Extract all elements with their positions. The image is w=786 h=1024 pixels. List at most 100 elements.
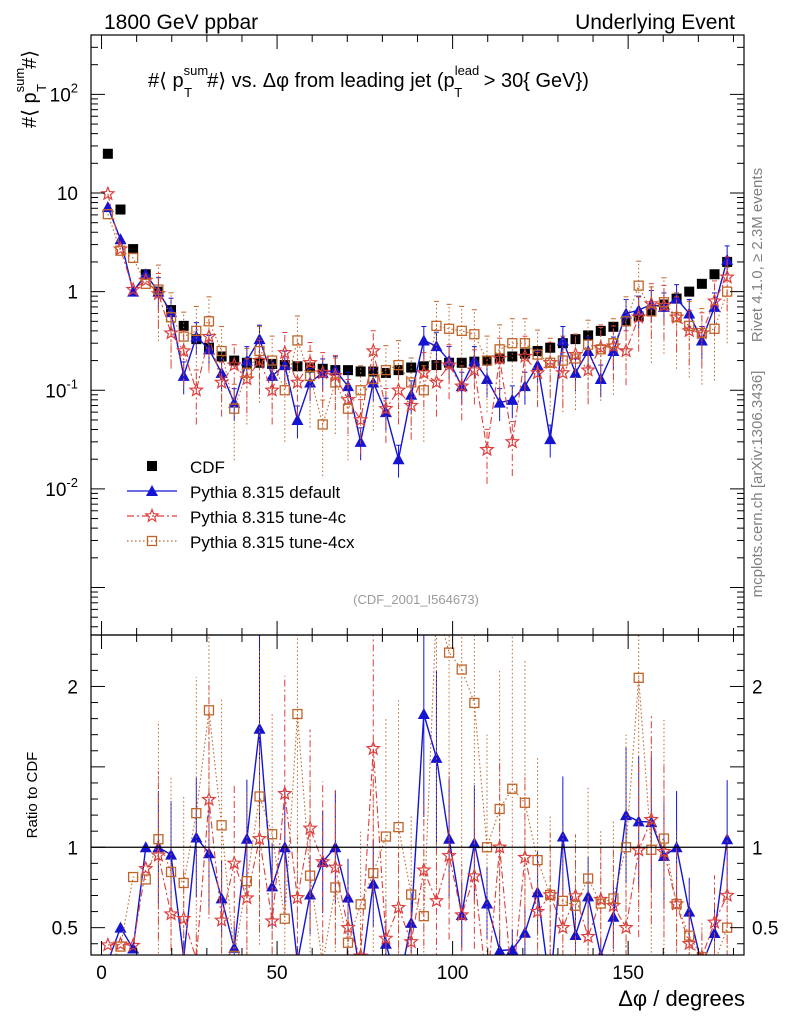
data-point (491, 350, 508, 366)
data-point (658, 297, 670, 308)
data-point (314, 364, 331, 380)
data-point (317, 419, 328, 430)
ratio-tick-label-right: 1 (752, 838, 763, 859)
ratio-point (595, 898, 606, 909)
ratio-point (456, 664, 467, 675)
data-point (253, 333, 266, 345)
data-point (570, 353, 581, 364)
ratio-y-axis-label: Ratio to CDF (24, 752, 41, 839)
x-tick-label: 150 (612, 963, 644, 984)
data-point (216, 351, 227, 362)
ratio-point (605, 897, 622, 913)
data-point (406, 362, 417, 373)
data-point (292, 335, 303, 346)
data-point (342, 365, 353, 376)
data-point (430, 340, 443, 352)
ratio-point (608, 893, 619, 904)
ratio-plot-frame (90, 634, 745, 956)
ratio-point (545, 889, 556, 901)
legend-item: Pythia 8.315 tune-4c (127, 507, 346, 527)
ratio-point (216, 820, 227, 831)
ratio-point (657, 849, 670, 861)
ratio-point (441, 847, 457, 863)
ratio-point (279, 913, 290, 924)
data-point (580, 361, 596, 377)
data-point (719, 269, 735, 284)
ratio-line (115, 635, 728, 955)
ratio-point (229, 950, 240, 955)
series-pythia-8-315-default (101, 201, 734, 478)
ratio-point (304, 870, 316, 881)
data-point (428, 374, 445, 390)
data-point (226, 356, 242, 372)
legend-item: Pythia 8.315 default (127, 483, 341, 502)
mcplots-label: mcplots.cern.ch [arXiv:1306.3436] (749, 371, 766, 598)
data-point (620, 316, 632, 327)
data-point (175, 342, 192, 358)
ratio-point (567, 887, 584, 903)
data-point (595, 344, 606, 355)
data-point (264, 382, 280, 397)
data-point (608, 338, 619, 349)
header-left: 1800 GeV ppbar (104, 11, 258, 34)
ratio-point (582, 873, 594, 884)
data-point (392, 453, 405, 465)
data-point (153, 284, 164, 295)
ratio-point (454, 906, 470, 922)
data-point (125, 281, 141, 297)
ratio-point (406, 889, 417, 900)
data-point (479, 441, 495, 457)
ratio-point (469, 697, 480, 709)
ratio-point (125, 937, 141, 953)
data-point (355, 385, 366, 396)
data-point (216, 345, 227, 357)
data-point (684, 286, 695, 297)
data-point (368, 373, 379, 385)
ratio-point (721, 833, 734, 845)
data-point (493, 396, 506, 408)
data-point (709, 323, 720, 334)
data-point (352, 411, 369, 427)
ratio-tick-label-right: 2 (752, 677, 763, 698)
data-point (406, 377, 417, 388)
data-point (115, 204, 126, 215)
data-point (393, 359, 404, 371)
data-point (696, 327, 708, 339)
legend-item: CDF (147, 458, 225, 477)
data-point (494, 344, 505, 355)
ratio-point (330, 882, 341, 893)
ratio-point (352, 948, 369, 955)
ratio-point (506, 980, 518, 992)
y-tick-label: 102 (50, 80, 78, 106)
ratio-point (430, 751, 443, 763)
ratio-point (696, 951, 708, 955)
ratio-tick-label: 0.5 (52, 919, 78, 940)
data-point (191, 325, 202, 337)
data-point (291, 413, 304, 425)
data-point (277, 344, 293, 360)
ratio-point (365, 740, 381, 756)
data-point (670, 292, 683, 304)
ratio-tick-label: 2 (67, 677, 78, 698)
ratio-point (443, 647, 455, 658)
data-point (279, 385, 290, 396)
legend-marker (147, 461, 157, 471)
ratio-point (643, 811, 660, 827)
ratio-point (493, 944, 506, 955)
x-tick-label: 0 (96, 963, 107, 984)
data-point (696, 278, 707, 289)
data-point (305, 362, 316, 373)
data-point (443, 323, 455, 334)
ratio-point (241, 875, 253, 887)
ratio-point (140, 874, 151, 885)
ratio-point (390, 899, 407, 915)
ratio-point (507, 783, 518, 794)
ratio-point (100, 936, 116, 952)
ratio-point (428, 892, 445, 908)
data-point (340, 391, 356, 407)
ratio-point (127, 871, 139, 883)
ratio-point (291, 956, 303, 967)
legend-label: Pythia 8.315 tune-4c (190, 508, 346, 527)
ratio-point (254, 791, 265, 802)
ratio-point (393, 822, 404, 833)
